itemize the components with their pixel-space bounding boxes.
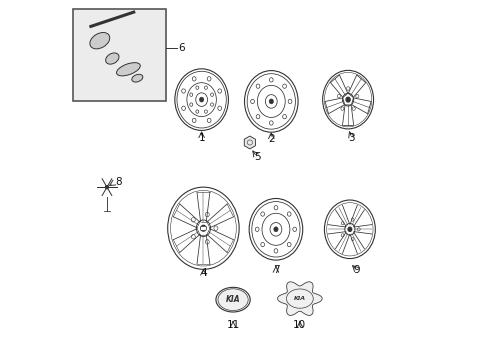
Ellipse shape [250,99,254,104]
Ellipse shape [132,74,142,82]
FancyBboxPatch shape [200,226,206,230]
Ellipse shape [256,114,260,119]
Ellipse shape [340,107,343,111]
Ellipse shape [350,218,353,221]
Ellipse shape [287,212,290,216]
Ellipse shape [217,106,221,111]
Ellipse shape [189,93,192,96]
Ellipse shape [207,118,210,122]
Ellipse shape [204,110,207,113]
Ellipse shape [217,89,221,93]
Polygon shape [277,282,322,315]
Ellipse shape [201,225,205,231]
Ellipse shape [269,121,273,125]
Ellipse shape [273,206,277,210]
Ellipse shape [182,106,185,111]
Ellipse shape [182,89,185,93]
Ellipse shape [205,212,209,217]
Text: 7: 7 [272,265,279,275]
Ellipse shape [210,103,213,106]
Text: 9: 9 [353,265,360,275]
Ellipse shape [273,227,278,232]
Ellipse shape [116,63,140,76]
Text: 5: 5 [253,152,260,162]
Ellipse shape [269,78,273,82]
Ellipse shape [191,217,195,222]
Ellipse shape [216,287,250,312]
Text: 4: 4 [200,268,206,278]
Ellipse shape [341,222,344,225]
Ellipse shape [350,238,353,240]
Ellipse shape [196,110,199,113]
Ellipse shape [260,242,264,247]
Text: KIA: KIA [293,296,305,301]
Ellipse shape [256,84,260,88]
Text: 6: 6 [178,43,184,53]
Ellipse shape [207,77,210,81]
Text: 1: 1 [198,133,204,143]
Ellipse shape [282,84,286,88]
Ellipse shape [255,227,259,231]
Ellipse shape [205,240,209,244]
Text: 10: 10 [293,320,306,330]
Ellipse shape [260,212,264,216]
Ellipse shape [90,32,109,49]
Ellipse shape [287,242,290,247]
Text: 8: 8 [115,177,122,187]
Text: KIA: KIA [225,295,240,304]
Ellipse shape [189,103,192,106]
Ellipse shape [192,77,196,81]
Ellipse shape [192,118,196,122]
Ellipse shape [214,226,218,230]
Ellipse shape [346,97,349,102]
Ellipse shape [105,53,119,64]
Ellipse shape [282,114,286,119]
Ellipse shape [199,97,203,102]
Text: 11: 11 [226,320,239,330]
Ellipse shape [292,227,296,231]
Circle shape [105,186,108,189]
Ellipse shape [341,234,344,237]
Ellipse shape [268,99,273,104]
Ellipse shape [351,107,355,111]
Ellipse shape [357,228,360,231]
Ellipse shape [210,93,213,96]
FancyBboxPatch shape [73,9,165,102]
Polygon shape [244,136,255,149]
Ellipse shape [347,227,351,231]
Text: 3: 3 [347,133,354,143]
Ellipse shape [273,249,277,253]
Ellipse shape [196,86,199,89]
Text: 2: 2 [267,134,274,144]
Ellipse shape [355,94,358,98]
Ellipse shape [191,234,195,239]
Ellipse shape [337,94,340,98]
Ellipse shape [287,99,291,104]
Ellipse shape [204,86,207,89]
Ellipse shape [346,87,349,90]
